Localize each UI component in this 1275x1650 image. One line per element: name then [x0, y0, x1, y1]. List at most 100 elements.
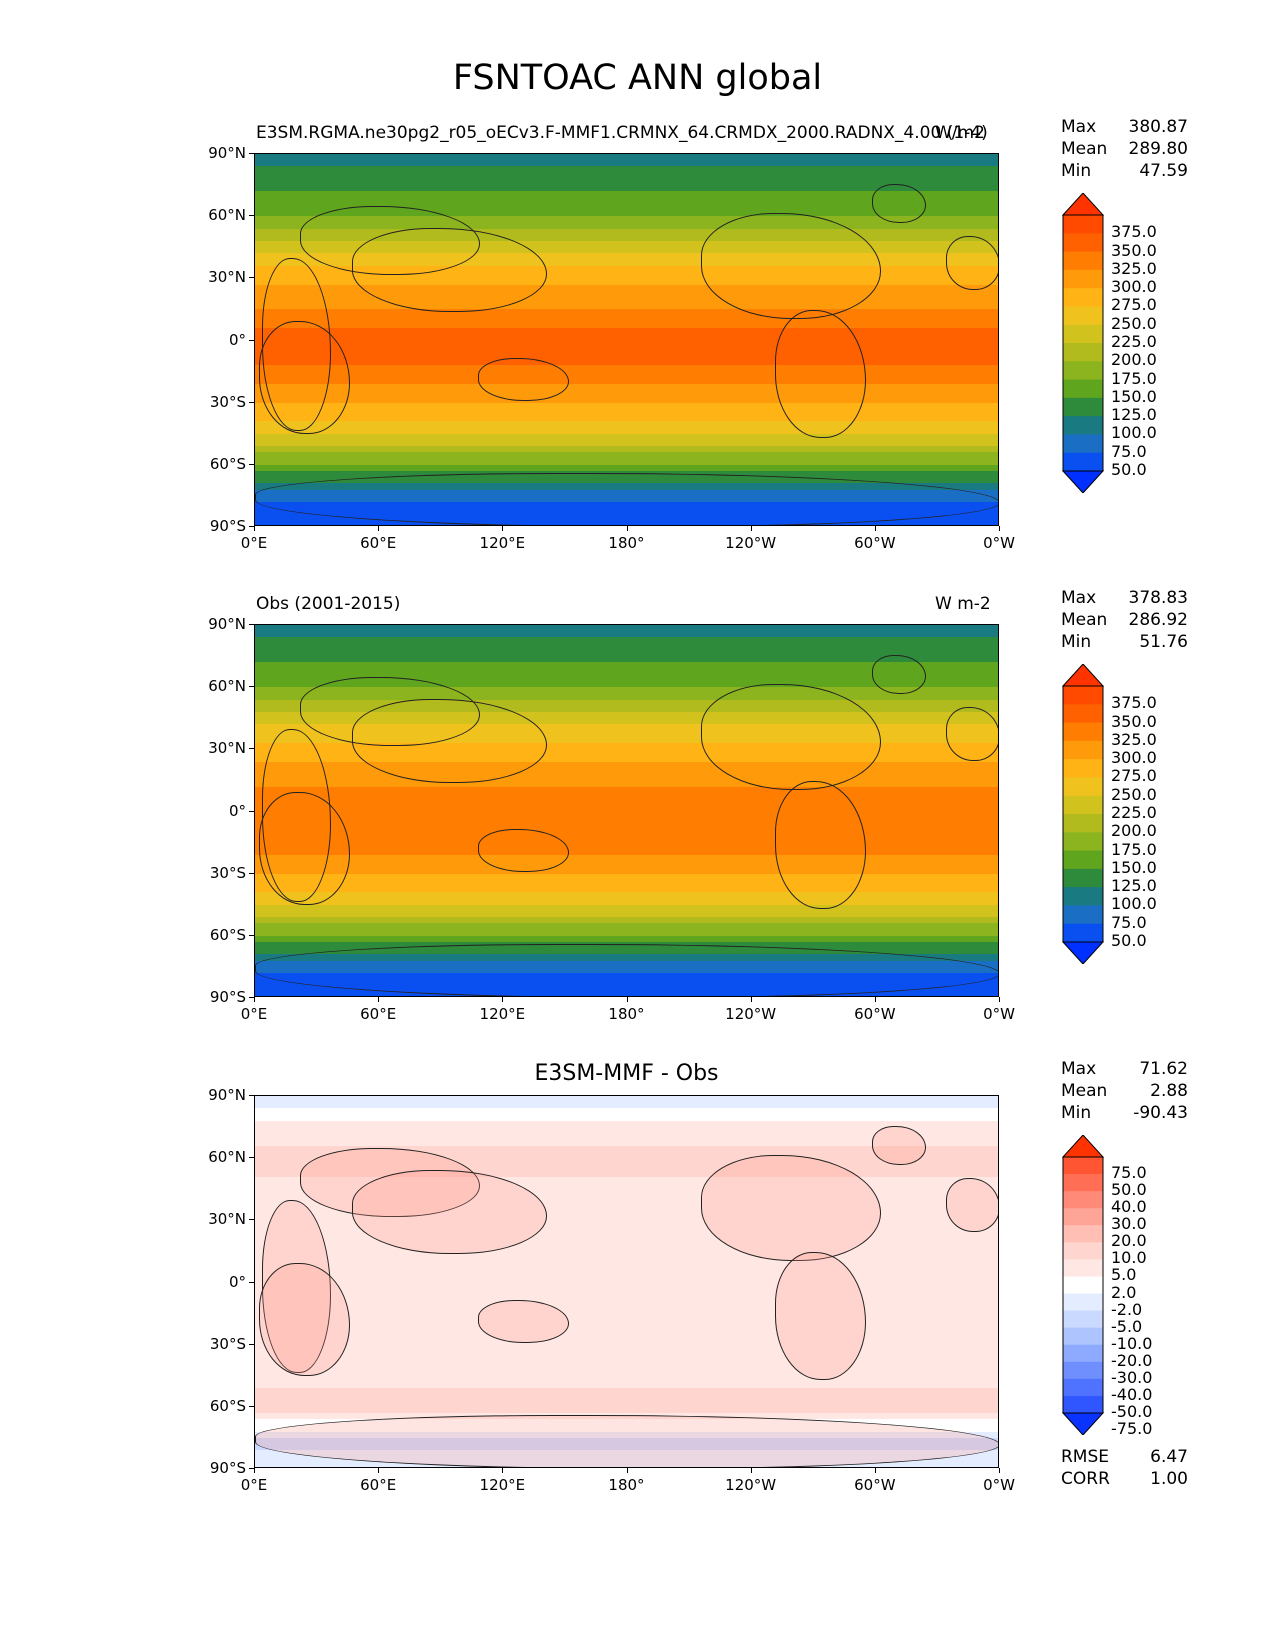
- lat-band: [255, 736, 998, 745]
- colorbar-tick-label: 225.0: [1111, 803, 1157, 822]
- lon-tick-mark: [874, 526, 876, 531]
- mean-label: Mean: [1061, 610, 1108, 630]
- lat-band: [255, 321, 998, 330]
- lat-band: [255, 693, 998, 701]
- colorbar-segment: [1063, 269, 1103, 289]
- lat-band: [255, 290, 998, 298]
- lat-band: [255, 166, 998, 174]
- lat-tick-label: 90°N: [208, 144, 246, 162]
- colorbar-outline: [1062, 214, 1104, 472]
- colorbar-extend-max: [1061, 664, 1105, 687]
- lat-band: [255, 1307, 998, 1315]
- lat-band: [255, 1357, 998, 1365]
- lat-tick-mark: [249, 1095, 254, 1096]
- lat-band: [255, 811, 998, 819]
- lat-tick-mark: [249, 624, 254, 625]
- lat-band: [255, 1238, 998, 1247]
- continent-outline: [255, 1415, 998, 1467]
- lat-band: [255, 303, 998, 311]
- colorbar-tick-label: 150.0: [1111, 386, 1157, 406]
- colorbar-segment: [1063, 1174, 1103, 1192]
- lon-tick-mark: [502, 997, 504, 1002]
- colorbar-segment: [1063, 361, 1103, 381]
- colorbar-tick-label: 30.0: [1111, 1214, 1147, 1234]
- lat-band: [255, 774, 998, 782]
- lat-tick-label: 30°N: [208, 268, 246, 287]
- colorbar-tick-label: 350.0: [1111, 240, 1157, 260]
- lat-band: [255, 1201, 998, 1209]
- continent-outline: [775, 780, 867, 909]
- lat-band: [255, 792, 998, 801]
- continent-outline: [351, 1170, 547, 1254]
- lat-band: [255, 805, 998, 813]
- lat-tick-mark: [249, 215, 254, 217]
- lat-band: [255, 427, 998, 435]
- max-value: 378.83: [1128, 588, 1188, 608]
- lat-tick-label: 30°S: [209, 392, 246, 411]
- colorbar-tick-label: 125.0: [1111, 405, 1157, 425]
- lat-tick-mark: [249, 686, 254, 688]
- lat-band: [255, 1176, 998, 1185]
- colorbar-tick-label: 325.0: [1111, 258, 1157, 278]
- lat-tick-label: 0°: [228, 1272, 246, 1291]
- lon-tick-label: 60°W: [854, 534, 896, 552]
- lat-tick-mark: [249, 810, 254, 812]
- lat-band: [255, 464, 998, 473]
- lat-band: [255, 439, 998, 448]
- lat-band: [255, 1338, 998, 1346]
- lat-tick-label: 60°N: [208, 206, 246, 225]
- colorbar-tick-label: 250.0: [1111, 313, 1157, 333]
- colorbar-segment: [1063, 740, 1103, 760]
- lat-band: [255, 371, 998, 379]
- lat-band: [255, 1139, 998, 1147]
- colorbar-tick-label: 2.0: [1111, 1282, 1137, 1302]
- lat-band: [255, 1145, 998, 1153]
- map-diff: [254, 1095, 999, 1468]
- lat-tick-mark: [249, 463, 254, 465]
- colorbar-tick-label: 75.0: [1111, 441, 1147, 461]
- lat-band: [255, 823, 998, 832]
- lon-tick-mark: [999, 997, 1000, 1002]
- continent-outline: [945, 1177, 998, 1232]
- lat-band: [255, 1120, 998, 1129]
- lat-tick-label: 60°S: [209, 454, 246, 473]
- lat-band: [255, 1133, 998, 1141]
- lat-band: [255, 886, 998, 894]
- lat-band: [255, 1189, 998, 1197]
- colorbar-segment: [1063, 343, 1103, 362]
- lat-band: [255, 761, 998, 769]
- lat-band: [255, 1400, 998, 1408]
- colorbar-tick-label: 100.0: [1111, 423, 1157, 443]
- colorbar-tick-label: -75.0: [1111, 1419, 1153, 1439]
- lat-band: [255, 1096, 998, 1104]
- colorbar-extend-max: [1061, 193, 1105, 216]
- lat-band: [255, 265, 998, 274]
- colorbar-extend-min: [1061, 941, 1105, 964]
- lon-tick-label: 120°E: [479, 1476, 526, 1494]
- lat-band: [255, 1127, 998, 1135]
- lat-tick-mark: [249, 526, 254, 527]
- lat-band: [255, 830, 998, 838]
- lon-tick-label: 120°W: [725, 1476, 777, 1494]
- panel-center-title: E3SM-MMF - Obs: [534, 1061, 719, 1086]
- lat-band: [255, 625, 998, 633]
- continent-outline: [700, 1155, 882, 1262]
- colorbar-tick-label: 50.0: [1111, 460, 1147, 479]
- lat-band: [255, 415, 998, 423]
- mean-label: Mean: [1061, 1081, 1108, 1101]
- rmse-value: 6.47: [1150, 1447, 1188, 1467]
- lat-tick-label: 0°: [228, 330, 246, 349]
- lon-tick-label: 0°E: [240, 534, 268, 552]
- colorbar-extend-min: [1061, 1412, 1105, 1435]
- lat-tick-label: 60°S: [209, 1396, 246, 1415]
- lon-tick-label: 60°W: [854, 1005, 896, 1023]
- lat-tick-mark: [249, 1157, 254, 1159]
- continent-outline: [945, 235, 998, 290]
- lat-band: [255, 234, 998, 243]
- lat-band: [255, 1232, 998, 1240]
- lat-band: [255, 1294, 998, 1303]
- lon-tick-label: 180°: [608, 1476, 645, 1494]
- mean-value: 289.80: [1128, 139, 1188, 159]
- continent-outline: [775, 1251, 867, 1380]
- lon-tick-mark: [750, 526, 752, 531]
